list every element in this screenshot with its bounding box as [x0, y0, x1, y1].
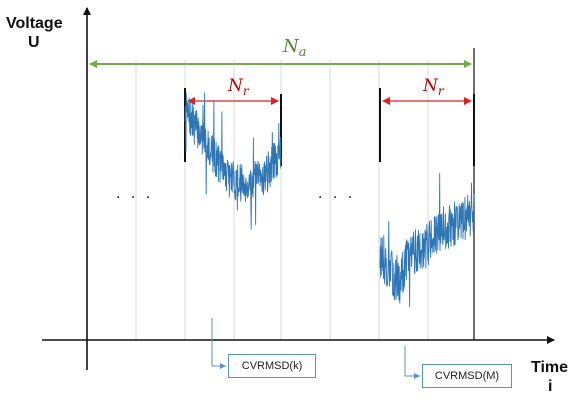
signal-trace-k [184, 92, 282, 230]
ellipsis-left: · · · [116, 190, 153, 206]
window-m-label: Nr [422, 76, 445, 98]
callout-k-connector [211, 318, 226, 369]
span-label-sub: a [299, 45, 307, 60]
y-axis-title-symbol: U [28, 34, 40, 51]
signal-trace-m [379, 172, 475, 308]
callout-cvrmsd-m: CVRMSD(M) [422, 364, 512, 388]
callout-cvrmsd-k: CVRMSD(k) [228, 354, 316, 378]
y-axis-title: Voltage U [6, 14, 63, 52]
window-k-label-base: N [227, 76, 244, 96]
window-m-label-base: N [422, 76, 439, 96]
span-label: Na [282, 36, 307, 60]
x-axis-title: Time i [531, 358, 568, 396]
x-axis-title-symbol: i [548, 378, 553, 395]
y-axis-title-word: Voltage [6, 15, 63, 32]
window-m-label-sub: r [438, 84, 445, 98]
x-axis-title-word: Time [531, 359, 569, 376]
span-label-base: N [282, 36, 300, 57]
window-k-label: Nr [227, 76, 250, 98]
callout-m-connector [404, 346, 420, 379]
window-k-label-sub: r [243, 84, 250, 98]
ellipsis-mid: · · · [318, 190, 355, 206]
